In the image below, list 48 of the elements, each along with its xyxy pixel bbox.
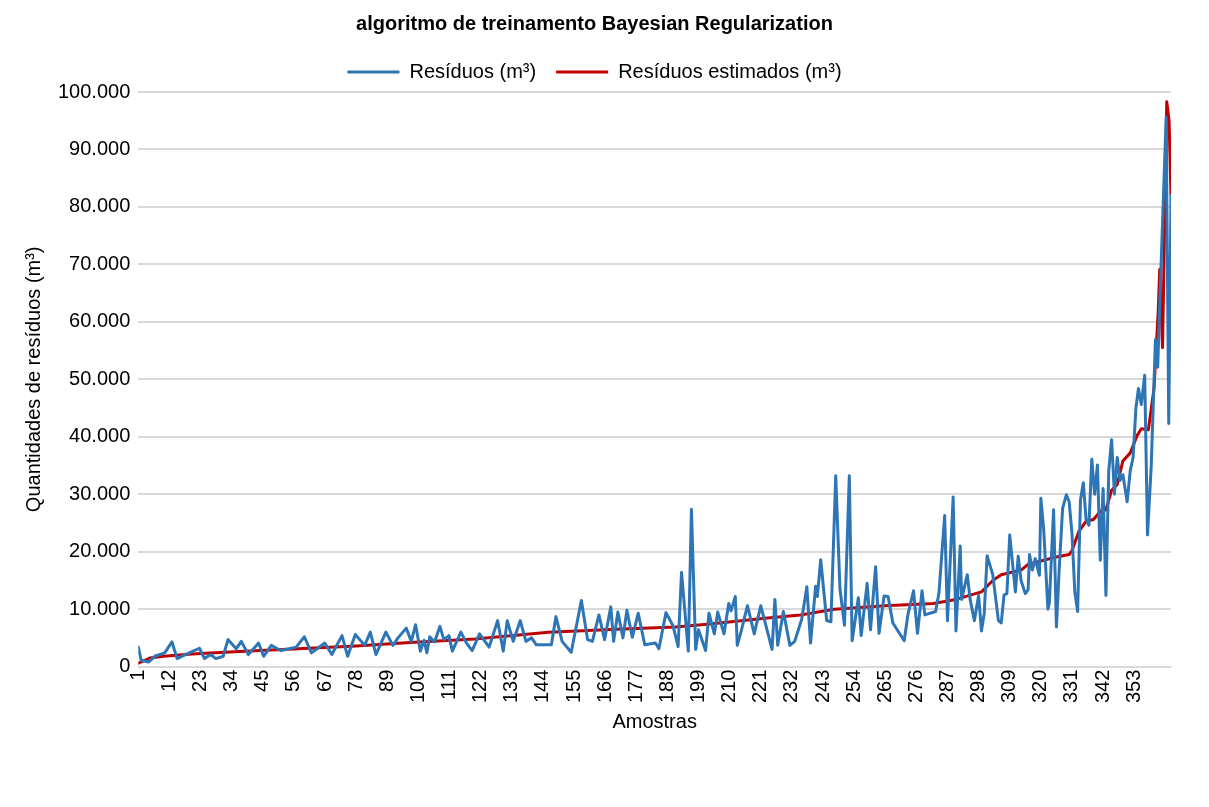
y-tick-label: 50.000 (69, 366, 131, 389)
y-tick-label: 20.000 (69, 539, 131, 562)
chart-title: algoritmo de treinamento Bayesian Regularization (356, 11, 833, 34)
x-tick-label: 23 (188, 669, 211, 692)
x-tick-label: 67 (312, 669, 335, 692)
y-axis-title: Quantidades de resíduos (m³) (21, 246, 44, 513)
legend-label: Resíduos (m³) (409, 59, 537, 82)
x-tick-label: 276 (903, 669, 926, 704)
y-tick-label: 80.000 (69, 194, 131, 217)
x-tick-label: 221 (748, 669, 771, 704)
x-tick-label: 232 (779, 669, 802, 704)
x-tick-label: 298 (966, 669, 989, 704)
x-tick-label: 12 (156, 669, 179, 692)
x-tick-label: 177 (623, 669, 646, 704)
x-tick-label: 155 (561, 669, 584, 704)
x-tick-label: 243 (810, 669, 833, 704)
x-tick-label: 309 (997, 669, 1020, 704)
x-tick-label: 287 (935, 669, 957, 704)
x-tick-label: 122 (468, 669, 491, 704)
x-tick-label: 89 (374, 669, 397, 692)
y-tick-label: 70.000 (69, 251, 131, 274)
y-tick-label: 60.000 (69, 309, 131, 332)
y-tick-label: 100.000 (58, 79, 131, 102)
y-tick-label: 30.000 (69, 481, 131, 504)
x-tick-label: 265 (872, 669, 895, 704)
x-tick-label: 199 (686, 669, 709, 704)
x-tick-label: 34 (219, 669, 242, 692)
y-tick-label: 90.000 (69, 136, 131, 159)
x-axis-title: Amostras (612, 709, 697, 732)
x-tick-label: 320 (1028, 669, 1051, 704)
y-tick-label: 10.000 (69, 596, 131, 619)
y-tick-label: 0 (119, 654, 131, 677)
x-tick-label: 210 (717, 669, 740, 704)
legend-label: Resíduos estimados (m³) (618, 59, 842, 82)
x-tick-label: 353 (1121, 669, 1144, 704)
x-tick-label: 45 (250, 669, 273, 692)
x-tick-label: 166 (592, 669, 615, 704)
x-tick-label: 144 (530, 669, 553, 704)
x-tick-label: 111 (437, 669, 460, 701)
x-tick-label: 100 (405, 669, 428, 704)
x-tick-label: 133 (499, 669, 522, 704)
x-tick-label: 254 (841, 669, 864, 704)
x-tick-label: 342 (1090, 669, 1113, 704)
x-tick-label: 188 (654, 669, 677, 704)
y-tick-label: 40.000 (69, 424, 131, 447)
x-tick-label: 56 (281, 669, 304, 692)
x-tick-label: 331 (1059, 669, 1082, 704)
x-tick-label: 78 (343, 669, 366, 692)
